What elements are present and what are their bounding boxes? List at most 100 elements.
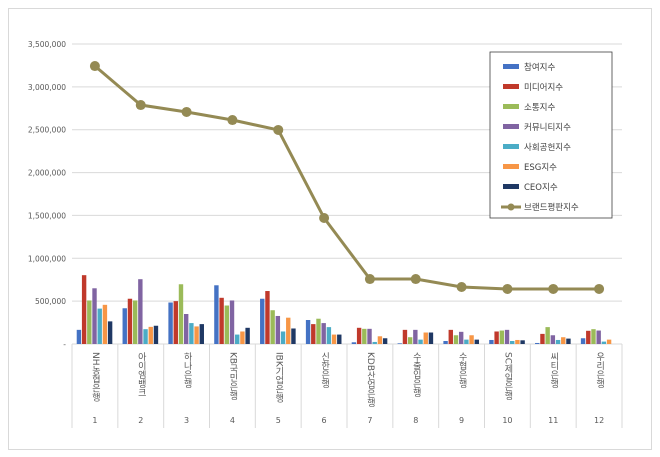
bar-4-9: [458, 331, 464, 344]
bar-5-9: [464, 339, 469, 344]
legend-label: 사회공헌지수: [524, 143, 571, 153]
bar-2-6: [311, 324, 316, 344]
bar-1-1: [76, 329, 82, 344]
y-tick-label: 1,500,000: [28, 211, 66, 220]
legend-swatch: [503, 64, 519, 69]
bar-2-9: [448, 329, 453, 344]
bar-2-10: [494, 331, 499, 344]
bar-4-10: [504, 329, 510, 344]
bar-4-12: [596, 330, 601, 344]
brand-reputation-point-2: [135, 100, 146, 111]
bar-2-7: [356, 327, 362, 344]
x-category-label: IBK기업은행: [273, 352, 283, 403]
brand-reputation-point-4: [227, 115, 238, 126]
legend-swatch: [503, 164, 519, 169]
bar-4-8: [413, 329, 418, 344]
bar-3-3: [178, 284, 184, 344]
bar-2-2: [127, 298, 133, 344]
bar-7-2: [153, 325, 159, 344]
x-rank-label: 12: [594, 416, 604, 425]
bar-6-6: [331, 334, 337, 344]
bar-2-4: [219, 297, 224, 344]
x-category-label: KB국민은행: [227, 352, 237, 400]
brand-reputation-point-8: [410, 274, 421, 285]
bar-1-3: [168, 302, 173, 344]
bar-1-8: [397, 343, 402, 344]
bar-5-3: [189, 323, 194, 344]
y-tick-label: 3,500,000: [28, 40, 66, 49]
brand-reputation-point-10: [502, 283, 513, 294]
y-tick-label: 500,000: [35, 297, 66, 306]
x-category-label: 수협은행: [457, 352, 467, 388]
legend-label: ESG지수: [524, 163, 557, 173]
y-tick-label: 1,000,000: [28, 254, 66, 263]
legend-label: 소통지수: [524, 103, 555, 113]
x-category-label: 씨티은행: [548, 352, 558, 388]
bar-1-5: [260, 298, 265, 344]
x-rank-label: 10: [502, 416, 512, 425]
bar-5-4: [235, 334, 240, 344]
x-rank-label: 7: [367, 416, 372, 425]
bar-7-10: [520, 340, 525, 344]
bar-5-12: [601, 341, 607, 344]
bar-4-3: [183, 314, 189, 344]
bar-5-5: [280, 331, 286, 344]
bar-7-7: [382, 338, 388, 344]
bar-2-12: [586, 330, 591, 344]
bar-2-8: [402, 329, 408, 344]
legend-swatch: [503, 184, 519, 189]
legend-swatch: [503, 84, 519, 89]
brand-reputation-point-3: [181, 106, 192, 117]
bar-5-11: [555, 339, 561, 344]
brand-reputation-point-9: [456, 282, 467, 292]
bar-2-5: [265, 291, 270, 344]
bar-3-6: [316, 318, 321, 344]
x-rank-label: 11: [548, 416, 558, 425]
bar-6-4: [240, 331, 245, 344]
bar-2-11: [540, 333, 545, 344]
bar-6-1: [102, 304, 108, 344]
bar-1-4: [214, 285, 219, 344]
bar-7-5: [291, 328, 296, 344]
bar-1-10: [489, 339, 494, 344]
bar-7-6: [337, 334, 342, 344]
bar-6-3: [194, 326, 199, 344]
brand-reputation-line: [93, 64, 600, 291]
brand-reputation-point-5: [273, 124, 284, 135]
x-rank-label: 4: [230, 416, 235, 425]
legend-label: 커뮤니티지수: [524, 122, 571, 133]
bar-3-7: [362, 328, 367, 344]
bar-6-12: [606, 339, 612, 344]
bar-4-5: [275, 315, 281, 344]
legend-label: 브랜드평판지수: [524, 202, 579, 213]
bar-6-11: [561, 337, 566, 344]
bar-4-7: [367, 328, 372, 344]
y-tick-label: -: [63, 340, 66, 349]
bar-3-1: [87, 300, 92, 344]
x-rank-label: 9: [459, 416, 464, 425]
bar-5-10: [510, 341, 515, 344]
legend-swatch: [503, 124, 519, 129]
bar-7-1: [107, 321, 113, 344]
x-rank-label: 3: [184, 416, 189, 425]
bar-1-11: [535, 342, 540, 344]
bar-6-7: [377, 336, 383, 344]
bar-6-10: [515, 339, 520, 344]
bar-4-2: [138, 279, 143, 344]
legend-line-marker: [507, 203, 515, 211]
bar-7-11: [566, 338, 571, 344]
bar-3-10: [499, 330, 505, 344]
bar-1-9: [443, 341, 448, 344]
y-tick-label: 2,000,000: [28, 169, 66, 178]
bar-6-2: [148, 326, 153, 344]
bar-5-7: [372, 341, 377, 344]
bar-4-1: [92, 288, 97, 344]
x-category-label: 하나은행: [182, 352, 192, 388]
legend-label: 참여지수: [524, 62, 555, 73]
bar-3-8: [407, 337, 413, 344]
x-rank-label: 5: [276, 416, 281, 425]
bar-3-9: [453, 335, 459, 344]
x-category-label: 수출입은행: [411, 352, 421, 397]
brand-reputation-point-12: [594, 283, 605, 294]
